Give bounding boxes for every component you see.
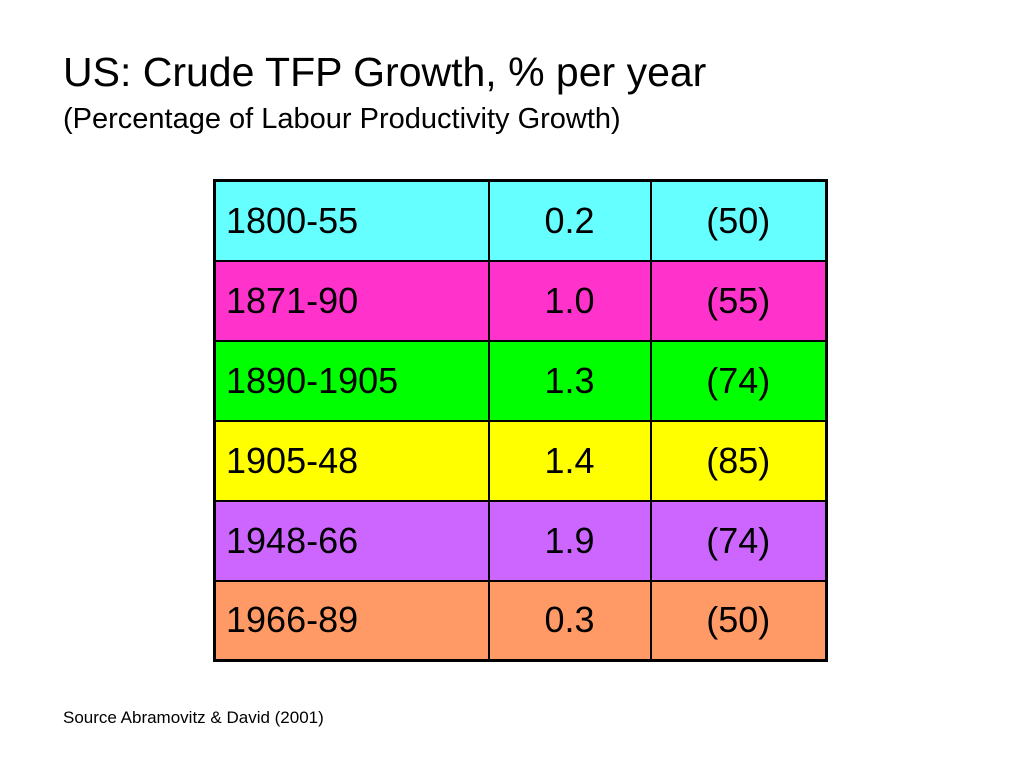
page-subtitle: (Percentage of Labour Productivity Growt… — [63, 103, 621, 135]
tfp-growth-cell: 1.3 — [487, 339, 652, 422]
table-row: 1966-89 0.3 (50) — [213, 579, 828, 662]
period-cell: 1890-1905 — [213, 339, 490, 422]
period-cell: 1871-90 — [213, 259, 490, 342]
labour-productivity-share-cell: (74) — [649, 499, 828, 582]
labour-productivity-share-cell: (50) — [649, 179, 828, 262]
table-row: 1948-66 1.9 (74) — [213, 499, 828, 582]
period-cell: 1905-48 — [213, 419, 490, 502]
labour-productivity-share-cell: (50) — [649, 579, 828, 662]
table-row: 1905-48 1.4 (85) — [213, 419, 828, 502]
source-note: Source Abramovitz & David (2001) — [63, 708, 324, 727]
period-cell: 1948-66 — [213, 499, 490, 582]
tfp-growth-cell: 0.3 — [487, 579, 652, 662]
tfp-growth-cell: 1.9 — [487, 499, 652, 582]
period-cell: 1800-55 — [213, 179, 490, 262]
page-title: US: Crude TFP Growth, % per year — [63, 49, 707, 95]
period-cell: 1966-89 — [213, 579, 490, 662]
tfp-growth-table: 1800-55 0.2 (50) 1871-90 1.0 (55) 1890-1… — [213, 179, 828, 662]
table-row: 1800-55 0.2 (50) — [213, 179, 828, 262]
tfp-growth-cell: 1.0 — [487, 259, 652, 342]
tfp-growth-cell: 0.2 — [487, 179, 652, 262]
tfp-growth-cell: 1.4 — [487, 419, 652, 502]
table-row: 1871-90 1.0 (55) — [213, 259, 828, 342]
labour-productivity-share-cell: (55) — [649, 259, 828, 342]
table-row: 1890-1905 1.3 (74) — [213, 339, 828, 422]
labour-productivity-share-cell: (85) — [649, 419, 828, 502]
labour-productivity-share-cell: (74) — [649, 339, 828, 422]
